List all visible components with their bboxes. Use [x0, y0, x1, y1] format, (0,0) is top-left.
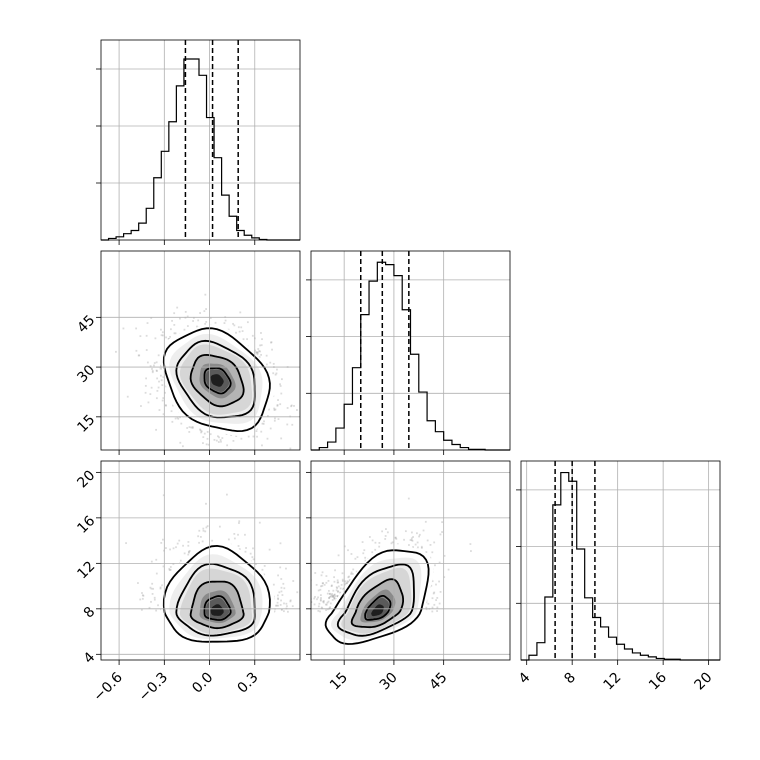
histogram-step [311, 261, 510, 451]
x-tick-label: 15 [327, 670, 351, 694]
histogram-panel-1 [96, 39, 301, 245]
x-tick-label: 16 [646, 669, 670, 693]
contour-line [189, 353, 245, 408]
histogram-panel-3: 4 8 12 16 20 [516, 460, 721, 694]
y-tick-label: 20 [74, 467, 98, 491]
x-tick-label: −0.3 [136, 670, 171, 705]
y-tick-label: 12 [74, 558, 98, 582]
y-tick-label: 45 [74, 312, 98, 336]
panel-frame [100, 39, 301, 241]
x-tick-label: 45 [427, 670, 451, 694]
y-tick-label: 30 [74, 362, 98, 386]
scatter-panel-1-3: −0.6 −0.3 0.0 0.3 4 8 12 16 20 [74, 460, 301, 705]
y-tick-label: 15 [74, 412, 98, 436]
panel-frame [310, 460, 511, 661]
histogram-step [521, 471, 720, 661]
contour-line [189, 580, 245, 630]
panel-frame [310, 250, 511, 451]
histogram-step [101, 58, 300, 241]
contour-line [324, 549, 430, 645]
x-tick-label: 30 [377, 670, 401, 694]
density-shading [160, 324, 275, 436]
panel-frame [100, 460, 301, 661]
x-tick-label: 8 [561, 670, 579, 688]
scatter-panel-2-3: 15 30 45 [306, 460, 511, 694]
y-tick-label: 4 [81, 649, 99, 667]
y-tick-label: 16 [74, 513, 98, 537]
contour-line [350, 578, 404, 629]
histogram-panel-2 [306, 250, 511, 455]
x-tick-label: 20 [692, 670, 716, 694]
x-tick-label: 4 [516, 669, 534, 687]
contour-line [175, 563, 256, 637]
panel-frame [100, 250, 301, 451]
contour-line [364, 595, 392, 621]
scatter-panel-1-2: 15 30 45 [74, 250, 301, 455]
x-tick-label: 12 [601, 670, 625, 694]
x-tick-label: −0.6 [91, 669, 126, 704]
x-tick-label: 0.0 [189, 670, 216, 697]
y-tick-label: 8 [81, 604, 99, 622]
contour-line [203, 595, 232, 621]
x-tick-label: 0.3 [235, 670, 262, 697]
contour-line [175, 339, 256, 419]
contour-line [336, 563, 415, 637]
contour-line [203, 367, 232, 395]
panel-frame [520, 460, 721, 661]
